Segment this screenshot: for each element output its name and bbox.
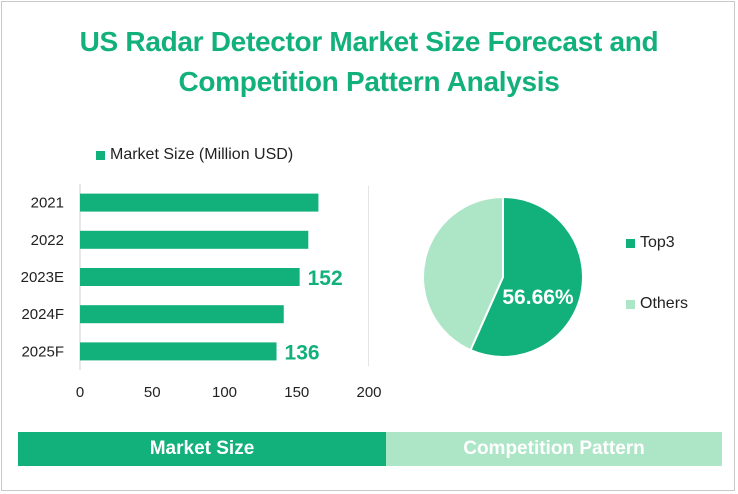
pie-legend-others-swatch	[626, 299, 635, 309]
chart-divider	[368, 186, 369, 366]
footer-market-size-label: Market Size	[149, 438, 255, 459]
pie-legend-top3-swatch	[626, 238, 635, 248]
bar-legend: Market Size (Million USD)	[96, 146, 293, 164]
pie-legend-others-label: Others	[640, 295, 689, 312]
title-line-1: US Radar Detector Market Size Forecast a…	[79, 26, 659, 57]
title-line-2: Competition Pattern Analysis	[178, 66, 560, 97]
pie-legend-top3: Top3	[626, 234, 675, 252]
pie-legend-top3-label: Top3	[640, 234, 675, 251]
bar-legend-label: Market Size (Million USD)	[110, 146, 294, 163]
pie-legend-others: Others	[626, 295, 688, 313]
footer-competition-pattern-label: Competition Pattern	[463, 438, 645, 459]
chart-title: US Radar Detector Market Size Forecast a…	[0, 22, 738, 102]
footer-market-size: Market Size	[18, 432, 386, 466]
bar-legend-swatch	[96, 150, 105, 160]
footer-competition-pattern: Competition Pattern	[386, 432, 722, 466]
